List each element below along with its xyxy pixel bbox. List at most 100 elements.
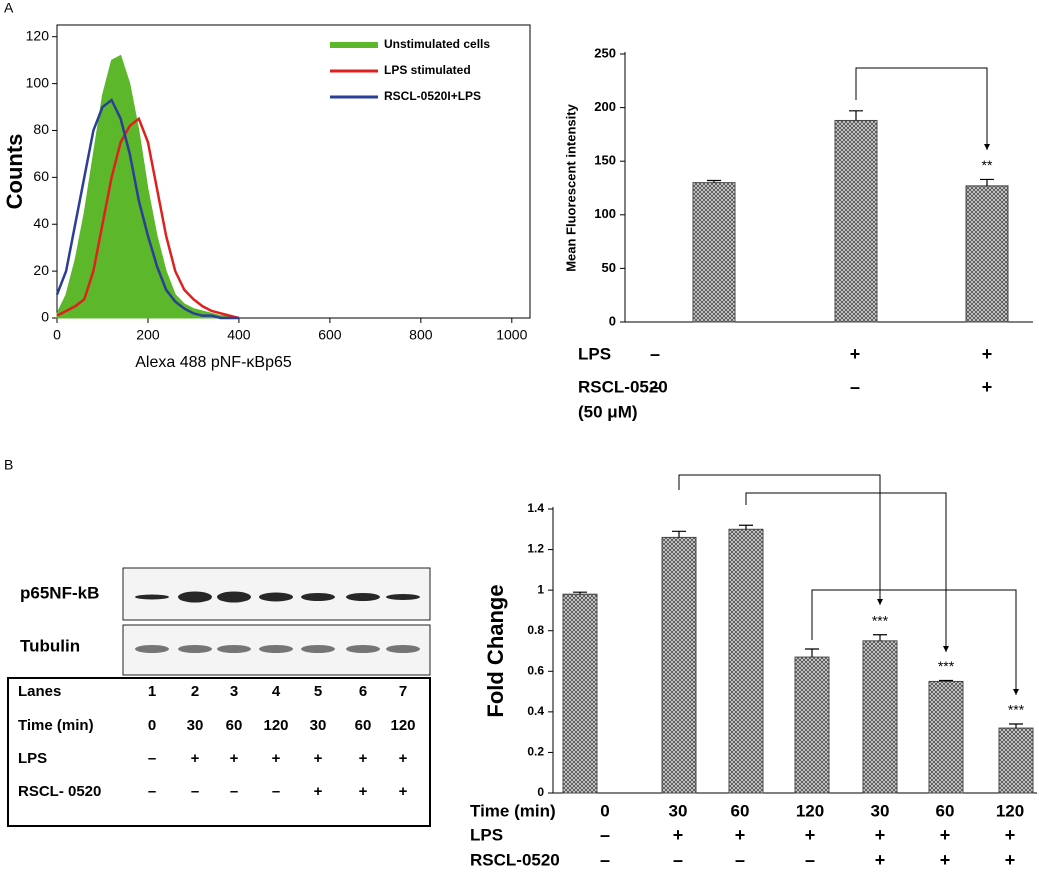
table-cell: 120	[390, 717, 415, 734]
legend-label: RSCL-0520I+LPS	[384, 89, 481, 103]
table-cell: +	[314, 783, 323, 800]
table-cell: 3	[230, 683, 238, 700]
panel-label: A	[4, 0, 14, 16]
table-cell: –	[230, 783, 238, 800]
y-tick-label: 100	[26, 74, 50, 90]
y-tick-label: 1	[537, 582, 544, 596]
condition-label: RSCL-0520	[578, 377, 668, 396]
condition-mark: –	[850, 377, 860, 397]
table-row-label: Lanes	[18, 683, 61, 700]
x-tick-label: 800	[409, 327, 433, 343]
table-cell: 30	[310, 717, 327, 734]
band	[386, 594, 420, 600]
x-tick-label: 30	[871, 801, 890, 820]
y-tick-label: 50	[602, 260, 616, 275]
table-cell: +	[314, 750, 323, 767]
comparison-bracket	[811, 589, 1017, 695]
table-cell: +	[230, 750, 239, 767]
condition-mark: +	[982, 344, 993, 364]
condition-mark: +	[850, 344, 861, 364]
x-tick-label: 60	[936, 801, 955, 820]
legend-label: Unstimulated cells	[384, 37, 490, 51]
bracket-arrow	[984, 144, 990, 150]
table-cell: 4	[272, 683, 281, 700]
y-tick-label: 0	[41, 309, 49, 325]
condition-label: LPS	[470, 825, 503, 844]
area	[56, 54, 240, 319]
y-axis-label: Mean Fluorescent intensity	[563, 103, 578, 271]
condition-mark: +	[805, 825, 816, 845]
table-cell: 60	[226, 717, 243, 734]
x-tick-label: 200	[136, 327, 160, 343]
table-row-label: Time (min)	[18, 717, 94, 734]
table-cell: +	[191, 750, 200, 767]
table-cell: 5	[314, 683, 322, 700]
y-tick-label: 0.6	[527, 663, 544, 677]
y-tick-label: 40	[33, 215, 49, 231]
error-bar	[873, 634, 887, 641]
table-cell: –	[272, 783, 280, 800]
table-cell: –	[148, 750, 156, 767]
error-bar	[707, 179, 721, 183]
comparison-bracket	[678, 474, 881, 605]
bracket-arrow	[943, 646, 949, 652]
error-bar	[739, 524, 753, 530]
x-tick-label: 600	[318, 327, 342, 343]
significance: **	[982, 157, 993, 173]
y-tick-label: 150	[594, 153, 616, 168]
bar	[862, 640, 898, 794]
blot-label: Tubulin	[20, 636, 80, 655]
y-tick-label: 60	[33, 168, 49, 184]
table-cell: 30	[187, 717, 204, 734]
y-tick-label: 250	[594, 45, 616, 60]
table-cell: 7	[399, 683, 407, 700]
bar	[728, 528, 764, 794]
band	[217, 591, 251, 603]
x-tick-label: 1000	[496, 327, 527, 343]
bar	[834, 119, 878, 323]
band	[346, 593, 380, 601]
condition-mark: +	[1005, 825, 1016, 845]
bar	[692, 182, 736, 323]
condition-mark: +	[875, 825, 886, 845]
bar	[928, 680, 964, 794]
x-tick-label: 120	[996, 801, 1024, 820]
bracket-arrow	[877, 599, 883, 605]
comparison-bracket	[855, 67, 988, 150]
bar	[661, 536, 697, 794]
y-tick-label: 100	[594, 206, 616, 221]
y-tick-label: 0.4	[527, 704, 544, 718]
table-cell: 0	[148, 717, 156, 734]
band	[178, 645, 212, 653]
y-tick-label: 0.8	[527, 623, 544, 637]
condition-mark: +	[735, 825, 746, 845]
table-cell: 60	[355, 717, 372, 734]
error-bar	[1009, 723, 1023, 729]
x-tick-label: 0	[53, 327, 61, 343]
line	[55, 98, 239, 320]
x-tick-label: 120	[796, 801, 824, 820]
significance: ***	[1008, 702, 1025, 718]
table-cell: +	[359, 750, 368, 767]
y-tick-label: 120	[26, 27, 50, 43]
condition-mark: +	[982, 377, 993, 397]
bar	[998, 727, 1034, 794]
y-axis-label: Counts	[2, 134, 27, 210]
condition-mark: +	[875, 850, 886, 870]
error-bar	[939, 679, 953, 682]
significance: ***	[872, 612, 889, 628]
condition-label: RSCL-0520	[470, 850, 560, 869]
condition-mark: +	[940, 825, 951, 845]
condition-mark: –	[600, 825, 610, 845]
condition-mark: –	[673, 850, 683, 870]
legend-label: LPS stimulated	[384, 63, 471, 77]
error-bar	[573, 591, 587, 595]
y-tick-label: 1.2	[527, 542, 544, 556]
band	[301, 593, 335, 601]
band	[259, 645, 293, 653]
error-bar	[849, 110, 863, 121]
table-cell: –	[148, 783, 156, 800]
band	[301, 645, 335, 653]
table-cell: +	[399, 750, 408, 767]
